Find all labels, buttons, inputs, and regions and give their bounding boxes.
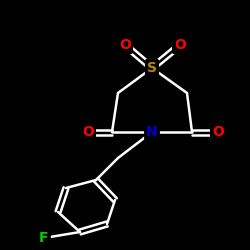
Text: S: S [147,61,157,75]
Text: F: F [39,231,49,245]
Text: O: O [174,38,186,52]
Text: O: O [119,38,131,52]
Text: O: O [212,125,224,139]
Text: O: O [82,125,94,139]
Text: N: N [146,125,158,139]
